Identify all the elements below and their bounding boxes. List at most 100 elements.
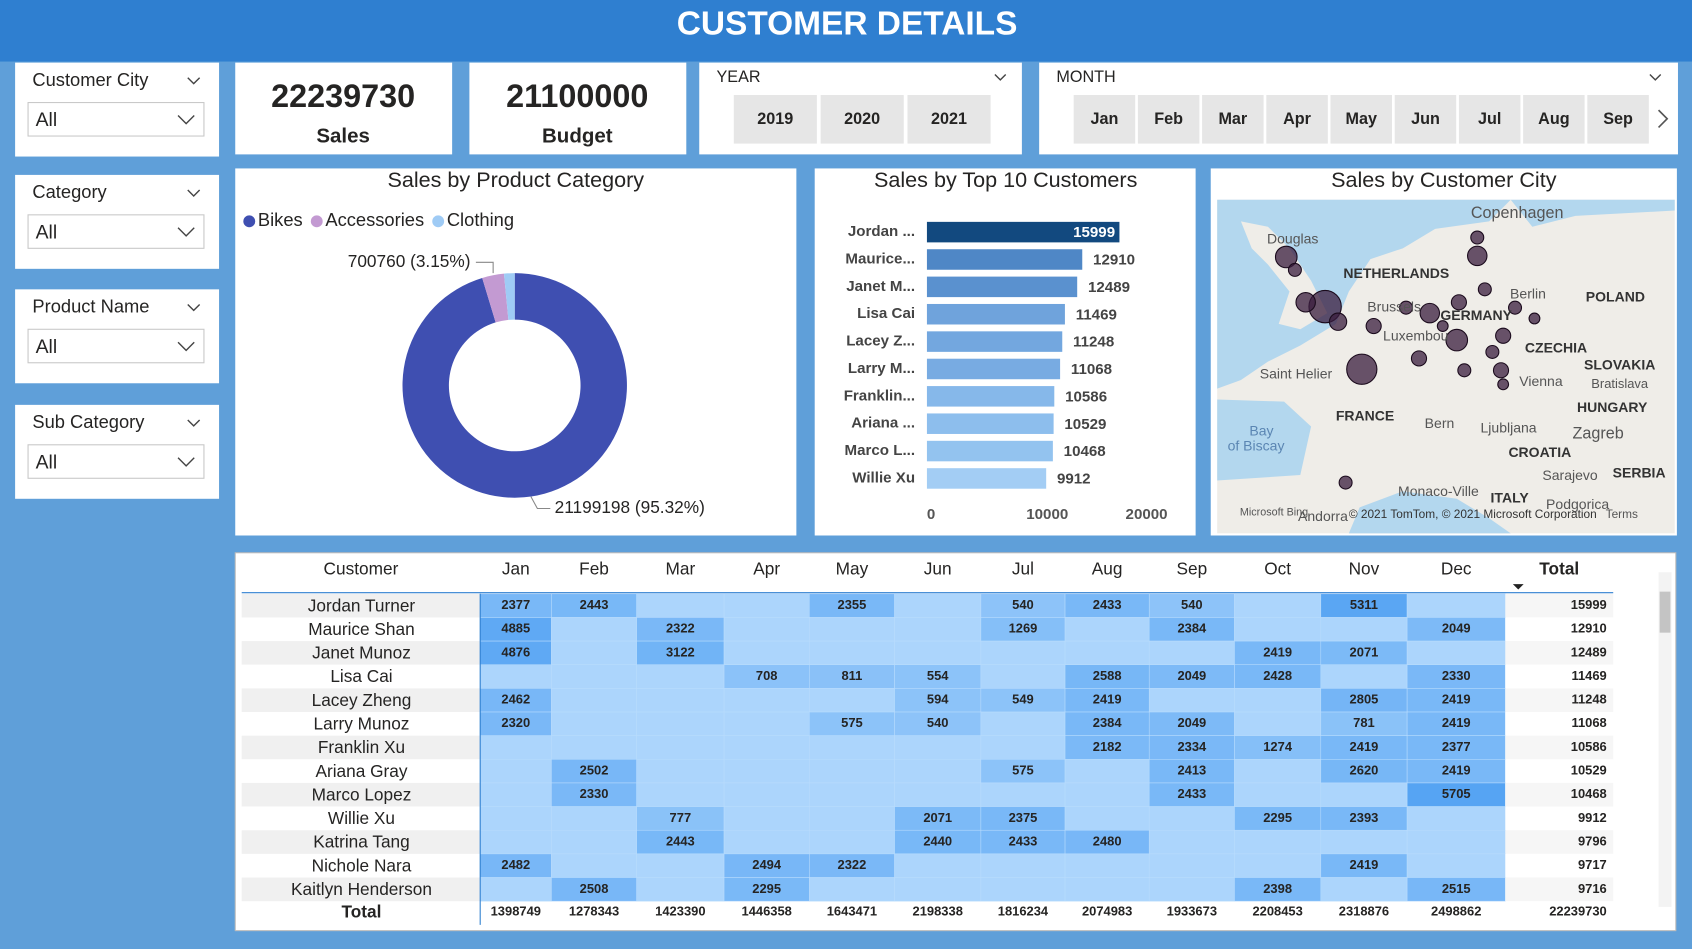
table-cell (1234, 711, 1322, 736)
month-button[interactable] (1458, 95, 1521, 144)
customer-name: Franklin Xu (318, 737, 405, 757)
slicer-dropdown[interactable] (27, 214, 205, 249)
header-title: CUSTOMER DETAILS (677, 6, 1018, 43)
month-button[interactable] (1523, 95, 1585, 144)
table-cell (1320, 617, 1408, 642)
data-label: 21199198 (95.32%) (555, 497, 705, 517)
month-button[interactable] (1394, 95, 1457, 144)
map-label: © 2021 TomTom, © 2021 Microsoft Corporat… (1349, 507, 1597, 521)
slicer-value: All (36, 336, 58, 358)
map-label: CROATIA (1508, 444, 1571, 460)
month-button[interactable] (1202, 95, 1264, 144)
map-bubble (1492, 362, 1510, 379)
column-header[interactable]: Mar (666, 559, 696, 579)
map-label: Bay (1249, 423, 1273, 439)
column-header[interactable]: Jul (1012, 559, 1034, 579)
cell-value: 2330 (1442, 668, 1471, 683)
column-header[interactable]: Customer (324, 559, 399, 579)
cell-value: 2419 (1093, 692, 1122, 707)
column-header[interactable]: Aug (1092, 559, 1123, 579)
column-header[interactable]: Dec (1441, 559, 1472, 579)
map-bubble (1338, 475, 1353, 490)
map-bubble (1477, 282, 1492, 297)
label-leader (475, 261, 494, 274)
year-button[interactable] (733, 95, 817, 144)
slicer-collapse[interactable] (187, 189, 201, 197)
column-total: 2074983 (1082, 903, 1132, 918)
cell-value: 540 (927, 715, 949, 730)
month-next-arrow[interactable] (1657, 109, 1669, 128)
column-header[interactable]: Total (1539, 559, 1579, 579)
map: Copenhagen Douglas NETHERLANDS Berlin PO… (1217, 199, 1675, 534)
cell-value: 2295 (752, 881, 781, 896)
row-label-cell (241, 759, 481, 783)
row-label-cell (241, 853, 481, 878)
table-cell (723, 735, 810, 760)
map-bubble (1365, 317, 1382, 335)
year-collapse[interactable] (994, 73, 1007, 81)
slicer-dropdown-arrow[interactable] (177, 115, 195, 125)
row-label-cell (241, 712, 481, 736)
slicer-dropdown-arrow[interactable] (177, 457, 195, 467)
cell-value: 2355 (838, 597, 867, 612)
map-bubble (1287, 262, 1302, 277)
slicer-collapse[interactable] (187, 419, 201, 427)
row-label-cell (241, 593, 481, 618)
column-header[interactable]: Oct (1264, 559, 1291, 579)
month-collapse[interactable] (1649, 73, 1662, 81)
column-header[interactable]: Jun (924, 559, 952, 579)
month-button-label: Aug (1538, 110, 1569, 128)
column-header[interactable]: Jan (502, 559, 530, 579)
year-button-label: 2019 (757, 110, 793, 128)
year-button[interactable] (820, 95, 904, 144)
table-cell (809, 735, 895, 760)
scrollbar-thumb[interactable] (1659, 591, 1671, 633)
column-header[interactable]: Sep (1176, 559, 1207, 579)
month-button[interactable] (1587, 95, 1649, 144)
slicer-collapse[interactable] (187, 303, 201, 312)
month-button-label: Mar (1218, 110, 1247, 128)
bar (926, 249, 1083, 270)
data-label: 11068 (1071, 361, 1112, 378)
slicer-collapse[interactable] (187, 77, 201, 85)
cell-value: 781 (1353, 715, 1375, 730)
total-cell (1505, 593, 1614, 618)
table-cell (1064, 759, 1150, 784)
month-button[interactable] (1266, 95, 1328, 144)
slicer-dropdown[interactable] (27, 328, 205, 364)
column-header[interactable]: Apr (753, 559, 780, 579)
table-cell (551, 688, 637, 713)
total-cell (1505, 664, 1614, 689)
cell-value: 777 (670, 810, 692, 825)
map-label: Copenhagen (1471, 204, 1564, 222)
header-bar (0, 0, 1692, 62)
cell-value: 2384 (1177, 621, 1207, 636)
cell-value: 2588 (1093, 668, 1122, 683)
map-label: Sarajevo (1542, 467, 1598, 483)
legend-label: Accessories (325, 209, 424, 230)
total-cell (1505, 712, 1614, 736)
cell-value: 2413 (1177, 763, 1206, 778)
slicer-dropdown-arrow[interactable] (177, 341, 195, 352)
total-label: Total (342, 902, 382, 922)
cell-value: 2049 (1177, 668, 1206, 683)
month-button[interactable] (1073, 95, 1136, 144)
slicer-dropdown[interactable] (27, 444, 205, 479)
scrollbar-track[interactable] (1658, 572, 1672, 907)
month-button[interactable] (1137, 95, 1200, 144)
column-header[interactable]: May (836, 559, 869, 579)
column-header[interactable]: Feb (579, 559, 609, 579)
column-header[interactable]: Nov (1349, 559, 1380, 579)
customer-name: Ariana Gray (315, 761, 407, 781)
slicer-dropdown-arrow[interactable] (177, 227, 195, 237)
year-button[interactable] (907, 95, 991, 144)
month-button[interactable] (1330, 95, 1393, 144)
table-cell (894, 640, 982, 666)
card-value: 22239730 (271, 78, 415, 114)
cell-value: 2419 (1442, 763, 1471, 778)
cell-value: 2433 (1093, 597, 1122, 612)
bar (926, 358, 1061, 380)
map-bubble (1470, 230, 1485, 245)
slicer-dropdown[interactable] (27, 102, 205, 137)
map-bubble (1410, 350, 1428, 367)
